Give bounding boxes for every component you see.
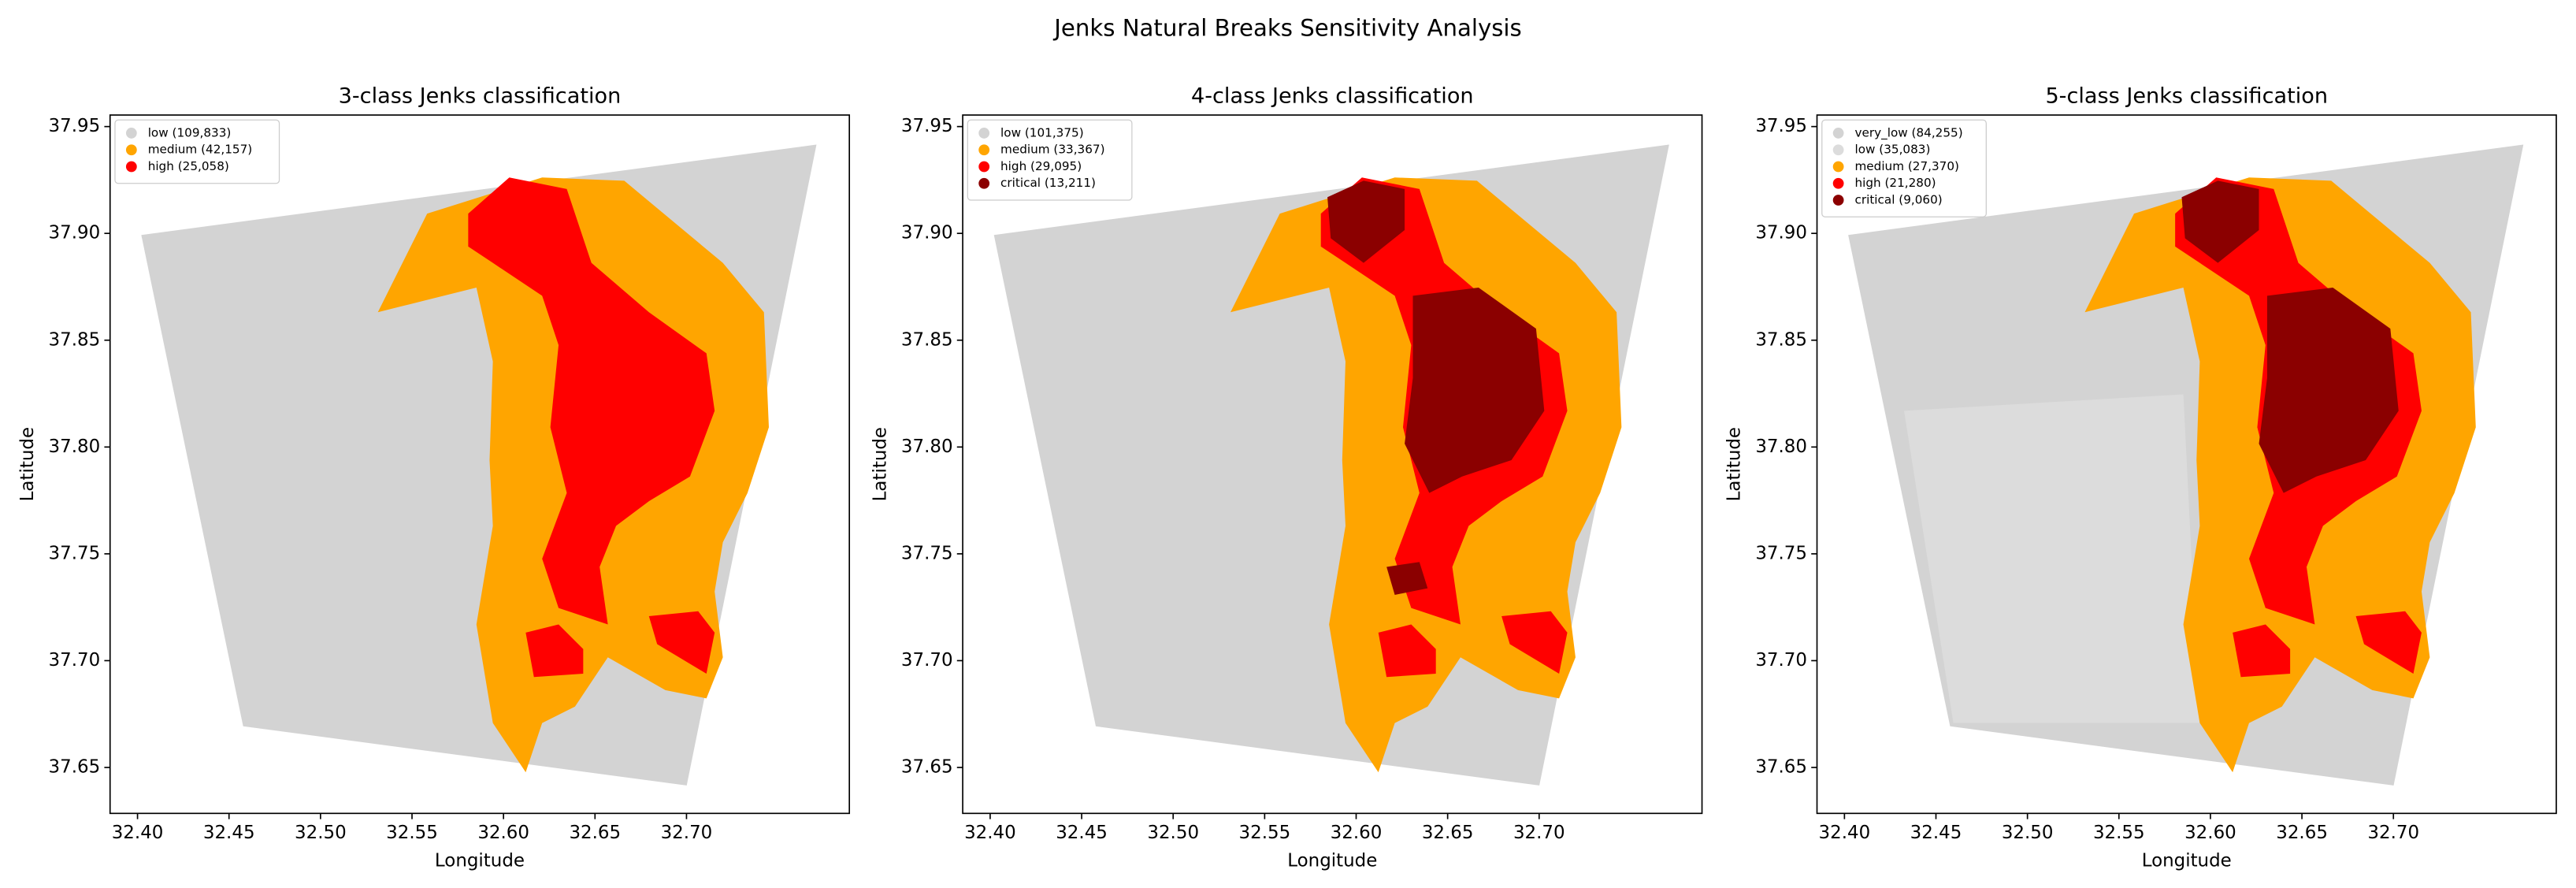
y-tick-label: 37.95 <box>1755 116 1807 136</box>
panel-title: 3-class Jenks classification <box>339 84 622 109</box>
x-axis-label: Longitude <box>2142 850 2232 871</box>
legend-box <box>1821 119 1987 217</box>
x-tick-label: 32.70 <box>1513 823 1565 843</box>
class-region <box>648 611 715 674</box>
x-tick-label: 32.45 <box>1056 823 1108 843</box>
y-tick-label: 37.65 <box>1755 757 1807 778</box>
legend-marker <box>978 177 990 189</box>
x-tick-label: 32.70 <box>2367 823 2419 843</box>
legend-label: high (29,095) <box>1000 159 1082 173</box>
y-tick-label: 37.65 <box>901 757 953 778</box>
y-tick-label: 37.85 <box>901 329 953 350</box>
y-tick-label: 37.95 <box>49 116 101 136</box>
x-tick-label: 32.55 <box>1239 823 1291 843</box>
y-axis-label: Latitude <box>870 427 890 501</box>
class-region <box>2233 624 2291 678</box>
legend-label: low (35,083) <box>1854 143 1930 157</box>
legend-label: low (101,375) <box>1000 125 1084 139</box>
y-tick-label: 37.65 <box>49 757 101 778</box>
y-tick-label: 37.75 <box>49 543 101 563</box>
class-region <box>1501 611 1568 674</box>
x-axis-label: Longitude <box>1287 850 1377 871</box>
legend-label: low (109,833) <box>148 125 232 139</box>
legend-marker <box>1832 177 1844 189</box>
x-tick-label: 32.50 <box>1147 823 1199 843</box>
x-tick-label: 32.45 <box>203 823 255 843</box>
x-tick-label: 32.60 <box>1331 823 1383 843</box>
class-region <box>1405 287 1545 493</box>
class-region <box>2259 287 2399 493</box>
y-tick-label: 37.85 <box>1755 329 1807 350</box>
legend-marker <box>978 161 990 173</box>
panel-title: 4-class Jenks classification <box>1191 84 1474 109</box>
legend-marker <box>125 144 137 156</box>
x-axis-label: Longitude <box>435 850 525 871</box>
x-tick-label: 32.70 <box>661 823 713 843</box>
x-tick-label: 32.45 <box>1910 823 1962 843</box>
y-tick-label: 37.75 <box>1755 543 1807 563</box>
y-tick-label: 37.80 <box>49 437 101 457</box>
y-tick-label: 37.85 <box>49 329 101 350</box>
plot-frame <box>962 114 1703 815</box>
y-tick-label: 37.70 <box>49 650 101 671</box>
y-axis-label: Latitude <box>1724 427 1745 501</box>
class-region <box>1378 624 1436 678</box>
legend-label: medium (27,370) <box>1854 159 1959 173</box>
class-region <box>2355 611 2422 674</box>
y-axis-label: Latitude <box>17 427 38 501</box>
x-tick-label: 32.40 <box>1819 823 1871 843</box>
legend-box <box>114 119 280 184</box>
legend-label: high (21,280) <box>1854 176 1936 190</box>
figure-title: Jenks Natural Breaks Sensitivity Analysi… <box>1052 15 1521 42</box>
x-tick-label: 32.55 <box>386 823 438 843</box>
legend-marker <box>1832 144 1844 156</box>
class-region <box>525 624 584 678</box>
legend-marker <box>1832 195 1844 206</box>
legend-label: critical (9,060) <box>1854 193 1942 207</box>
panel-title: 5-class Jenks classification <box>2045 84 2328 109</box>
legend-label: medium (42,157) <box>148 143 253 157</box>
x-tick-label: 32.55 <box>2093 823 2145 843</box>
x-tick-label: 32.65 <box>569 823 621 843</box>
plot-frame <box>1816 114 2557 815</box>
legend-marker <box>1832 161 1844 173</box>
y-tick-label: 37.70 <box>901 650 953 671</box>
x-tick-label: 32.65 <box>2276 823 2328 843</box>
legend-label: very_low (84,255) <box>1854 125 1962 140</box>
y-tick-label: 37.75 <box>901 543 953 563</box>
legend-marker <box>125 128 137 139</box>
x-tick-label: 32.40 <box>964 823 1016 843</box>
y-tick-label: 37.80 <box>1755 437 1807 457</box>
x-tick-label: 32.50 <box>295 823 347 843</box>
y-tick-label: 37.80 <box>901 437 953 457</box>
plot-frame <box>109 114 851 815</box>
class-region <box>468 177 715 625</box>
legend-marker <box>978 128 990 139</box>
x-tick-label: 32.65 <box>1422 823 1474 843</box>
legend-marker <box>1832 128 1844 139</box>
legend-label: high (25,058) <box>148 159 229 173</box>
x-tick-label: 32.60 <box>477 823 529 843</box>
legend-marker <box>978 144 990 156</box>
legend-box <box>967 119 1133 201</box>
x-tick-label: 32.50 <box>2002 823 2054 843</box>
class-region <box>1327 180 1405 263</box>
class-region <box>1904 394 2200 723</box>
class-region <box>2181 180 2259 263</box>
legend-label: medium (33,367) <box>1000 143 1105 157</box>
class-region <box>1386 562 1428 595</box>
y-tick-label: 37.90 <box>1755 223 1807 243</box>
legend-marker <box>125 161 137 173</box>
legend-label: critical (13,211) <box>1000 176 1096 190</box>
y-tick-label: 37.90 <box>901 223 953 243</box>
y-tick-label: 37.95 <box>901 116 953 136</box>
x-tick-label: 32.60 <box>2184 823 2236 843</box>
y-tick-label: 37.70 <box>1755 650 1807 671</box>
x-tick-label: 32.40 <box>112 823 164 843</box>
y-tick-label: 37.90 <box>49 223 101 243</box>
